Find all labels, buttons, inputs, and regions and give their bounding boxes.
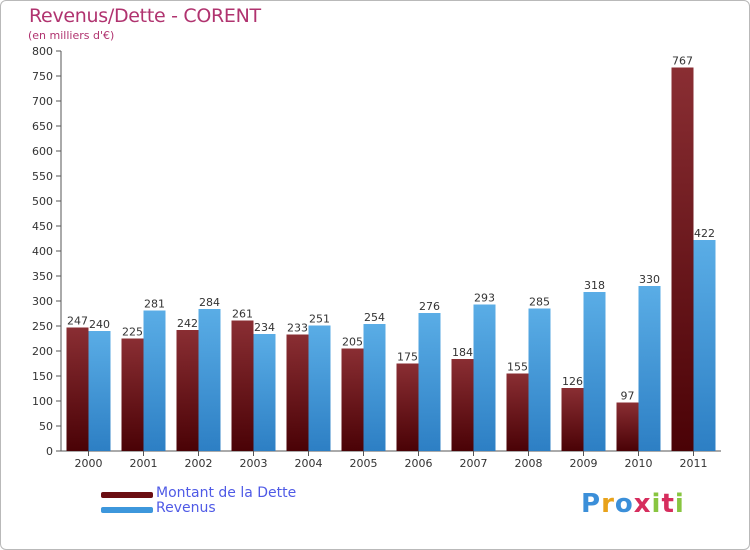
x-tick-label: 2010	[625, 457, 653, 470]
y-tick-label: 750	[32, 70, 53, 83]
value-label: 97	[621, 390, 635, 403]
value-label: 240	[89, 318, 110, 331]
y-tick-label: 450	[32, 220, 53, 233]
y-tick-label: 200	[32, 345, 53, 358]
y-tick-label: 550	[32, 170, 53, 183]
bar-dette	[396, 363, 419, 451]
x-tick-label: 2000	[75, 457, 103, 470]
chart-subtitle: (en milliers d'€)	[28, 29, 115, 42]
bar-revenus	[473, 304, 496, 451]
value-label: 184	[452, 346, 473, 359]
value-label: 276	[419, 300, 440, 313]
x-tick-label: 2002	[185, 457, 213, 470]
x-tick-label: 2004	[295, 457, 323, 470]
chart-title: Revenus/Dette - CORENT	[29, 5, 261, 27]
value-label: 422	[694, 227, 715, 240]
value-label: 126	[562, 375, 583, 388]
y-tick-label: 250	[32, 320, 53, 333]
x-tick-label: 2001	[130, 457, 158, 470]
y-tick-label: 150	[32, 370, 53, 383]
bar-dette	[506, 373, 529, 451]
bar-dette	[286, 334, 309, 451]
bar-dette	[121, 338, 144, 451]
value-label: 318	[584, 279, 605, 292]
bar-dette	[66, 327, 89, 451]
logo-letter: i	[651, 489, 662, 519]
value-label: 234	[254, 321, 275, 334]
y-tick-label: 650	[32, 120, 53, 133]
value-label: 285	[529, 296, 550, 309]
bar-revenus	[583, 292, 606, 451]
value-label: 284	[199, 296, 220, 309]
x-tick-label: 2005	[350, 457, 378, 470]
x-tick-label: 2003	[240, 457, 268, 470]
logo-letter: t	[661, 489, 675, 519]
legend-swatch-dette	[101, 492, 153, 498]
bar-dette	[561, 388, 584, 451]
x-tick-label: 2009	[570, 457, 598, 470]
value-label: 155	[507, 361, 528, 374]
y-tick-label: 800	[32, 45, 53, 58]
logo-letter: x	[633, 489, 652, 519]
value-label: 254	[364, 311, 385, 324]
value-label: 225	[122, 326, 143, 339]
value-label: 330	[639, 273, 660, 286]
value-label: 281	[144, 298, 165, 311]
bar-revenus	[528, 308, 551, 451]
value-label: 251	[309, 313, 330, 326]
bar-revenus	[308, 325, 331, 451]
bar-revenus	[253, 334, 276, 451]
proxiti-logo: Proxiti	[581, 489, 685, 519]
y-tick-label: 700	[32, 95, 53, 108]
value-label: 242	[177, 317, 198, 330]
bar-revenus	[418, 313, 441, 451]
x-tick-label: 2006	[405, 457, 433, 470]
logo-letter: P	[581, 489, 602, 519]
logo-letter: r	[601, 489, 615, 519]
bar-revenus	[88, 331, 111, 451]
y-tick-label: 100	[32, 395, 53, 408]
y-tick-label: 350	[32, 270, 53, 283]
legend-label-revenus: Revenus	[156, 500, 216, 516]
y-tick-label: 600	[32, 145, 53, 158]
x-tick-label: 2011	[680, 457, 708, 470]
y-tick-label: 500	[32, 195, 53, 208]
y-tick-label: 300	[32, 295, 53, 308]
bar-revenus	[638, 286, 661, 451]
bar-dette	[341, 348, 364, 451]
bar-dette	[231, 320, 254, 451]
y-tick-label: 400	[32, 245, 53, 258]
logo-letter: i	[674, 489, 685, 519]
value-label: 247	[67, 315, 88, 328]
bar-revenus	[693, 240, 716, 451]
x-tick-label: 2007	[460, 457, 488, 470]
x-tick-label: 2008	[515, 457, 543, 470]
bar-dette	[671, 67, 694, 451]
legend-swatch-revenus	[101, 507, 153, 513]
logo-letter: o	[614, 489, 634, 519]
bar-dette	[616, 402, 639, 451]
value-label: 293	[474, 292, 495, 305]
bar-revenus	[198, 309, 221, 451]
y-tick-label: 50	[39, 420, 53, 433]
bar-revenus	[143, 310, 166, 451]
legend-label-dette: Montant de la Dette	[156, 485, 297, 501]
y-tick-label: 0	[46, 445, 53, 458]
value-label: 233	[287, 322, 308, 335]
bar-dette	[451, 359, 474, 451]
bar-revenus	[363, 324, 386, 451]
value-label: 767	[672, 55, 693, 68]
value-label: 261	[232, 308, 253, 321]
bar-dette	[176, 330, 199, 451]
value-label: 205	[342, 336, 363, 349]
value-label: 175	[397, 351, 418, 364]
